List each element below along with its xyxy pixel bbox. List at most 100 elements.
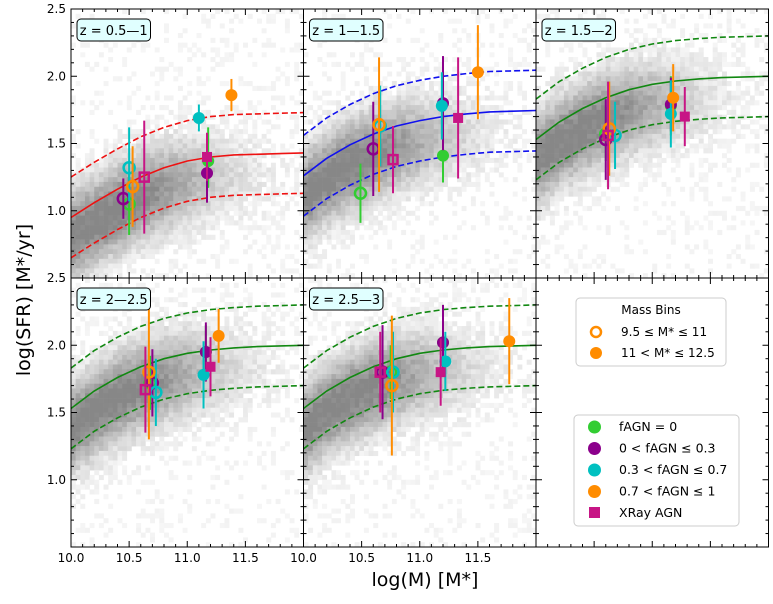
density-cell [154,441,160,447]
density-cell [359,129,365,135]
density-cell [303,143,309,149]
density-cell [266,234,272,240]
density-cell [294,124,300,130]
density-cell [601,109,607,115]
density-cell [75,489,81,495]
density-cell [122,148,128,154]
density-cell [294,181,300,188]
density-cell [136,138,142,144]
density-cell [201,258,207,264]
density-cell [494,129,500,135]
density-cell [745,244,751,250]
density-cell [484,66,490,72]
density-cell [345,205,351,212]
density-cell [154,114,160,120]
density-cell [694,244,700,250]
density-cell [666,57,672,63]
density-cell [340,225,346,231]
density-cell [336,177,341,183]
density-cell [749,143,755,149]
density-cell [726,253,732,260]
density-cell [652,109,658,115]
density-cell [126,335,132,341]
density-cell [615,153,620,159]
density-cell [75,446,81,452]
density-cell [154,229,160,236]
density-cell [452,76,458,82]
density-cell [638,28,644,34]
density-cell [298,210,304,216]
density-cell [684,215,690,221]
density-cell [80,369,86,375]
density-cell [168,148,174,154]
density-cell [229,196,235,202]
density-cell [196,177,202,183]
density-cell [461,105,467,111]
density-cell [610,172,616,178]
density-cell [80,258,86,264]
density-cell [238,162,244,168]
density-cell [703,85,709,91]
density-cell [624,71,630,77]
density-cell [368,90,374,96]
density-cell [136,157,142,164]
density-cell [108,383,114,389]
density-cell [661,76,667,82]
density-cell [410,114,416,120]
density-cell [136,378,142,384]
density-cell [173,138,179,144]
density-cell [196,191,202,197]
density-cell [312,177,318,183]
density-cell [433,119,439,125]
density-cell [596,167,602,173]
density-cell [131,249,137,255]
density-cell [433,181,439,188]
density-cell [350,124,355,130]
density-cell [233,109,239,115]
density-cell [443,133,448,139]
density-cell [587,162,593,168]
density-cell [257,196,262,202]
density-cell [387,105,393,111]
density-cell [708,138,713,144]
density-cell [75,460,81,466]
density-cell [377,61,383,67]
density-cell [177,220,183,226]
density-cell [136,229,142,236]
density-cell [461,153,467,159]
density-cell [749,95,755,101]
density-cell [401,85,407,91]
density-cell [145,273,151,279]
density-cell [224,172,230,178]
density-cell [108,479,114,485]
density-cell [475,124,481,130]
density-cell [680,129,686,135]
density-cell [433,253,439,260]
density-cell [680,95,686,101]
density-cell [322,220,328,226]
density-cell [563,105,569,111]
density-cell [103,422,109,428]
density-cell [322,253,328,260]
density-cell [350,148,355,154]
density-cell [219,114,225,120]
density-cell [731,124,737,130]
density-cell [587,109,593,115]
density-cell [159,306,165,312]
density-cell [508,57,514,63]
density-cell [177,100,183,106]
density-cell [103,181,109,188]
density-cell [573,81,579,87]
density-cell [624,52,630,58]
redshift-label: z = 1—1.5 [312,24,380,39]
density-cell [122,335,128,341]
density-cell [596,95,602,101]
density-cell [563,186,569,192]
density-cell [684,66,690,72]
density-cell [89,100,95,106]
density-cell [336,153,341,159]
density-cell [419,234,425,240]
density-cell [117,479,123,485]
density-cell [336,105,341,111]
density-cell [224,215,230,221]
